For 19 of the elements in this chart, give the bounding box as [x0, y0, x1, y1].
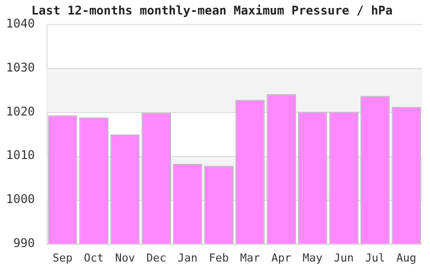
- x-tick-label: Jan: [178, 251, 198, 264]
- x-tick-label: Feb: [208, 251, 229, 264]
- x-tick-label: Mar: [240, 251, 260, 264]
- y-tick-label: 1020: [6, 104, 35, 118]
- y-tick-label: 1010: [6, 148, 35, 162]
- y-tick-label: 990: [13, 236, 35, 250]
- x-tick-label: Dec: [146, 251, 166, 264]
- x-tick-label: Oct: [84, 251, 104, 264]
- x-tick-label: May: [302, 251, 323, 264]
- y-tick-label: 1030: [6, 60, 35, 74]
- y-tick-label: 1000: [6, 192, 35, 206]
- x-tick-label: Sep: [52, 251, 72, 264]
- chart-title: Last 12-months monthly-mean Maximum Pressure / hPa: [31, 3, 393, 18]
- x-tick-label: Jul: [365, 251, 386, 264]
- x-tick-label: Jun: [334, 251, 354, 264]
- x-tick-label: Apr: [271, 251, 292, 264]
- y-tick-label: 1040: [6, 16, 35, 31]
- x-tick-label: Nov: [115, 251, 136, 264]
- x-tick-label: Aug: [396, 251, 416, 264]
